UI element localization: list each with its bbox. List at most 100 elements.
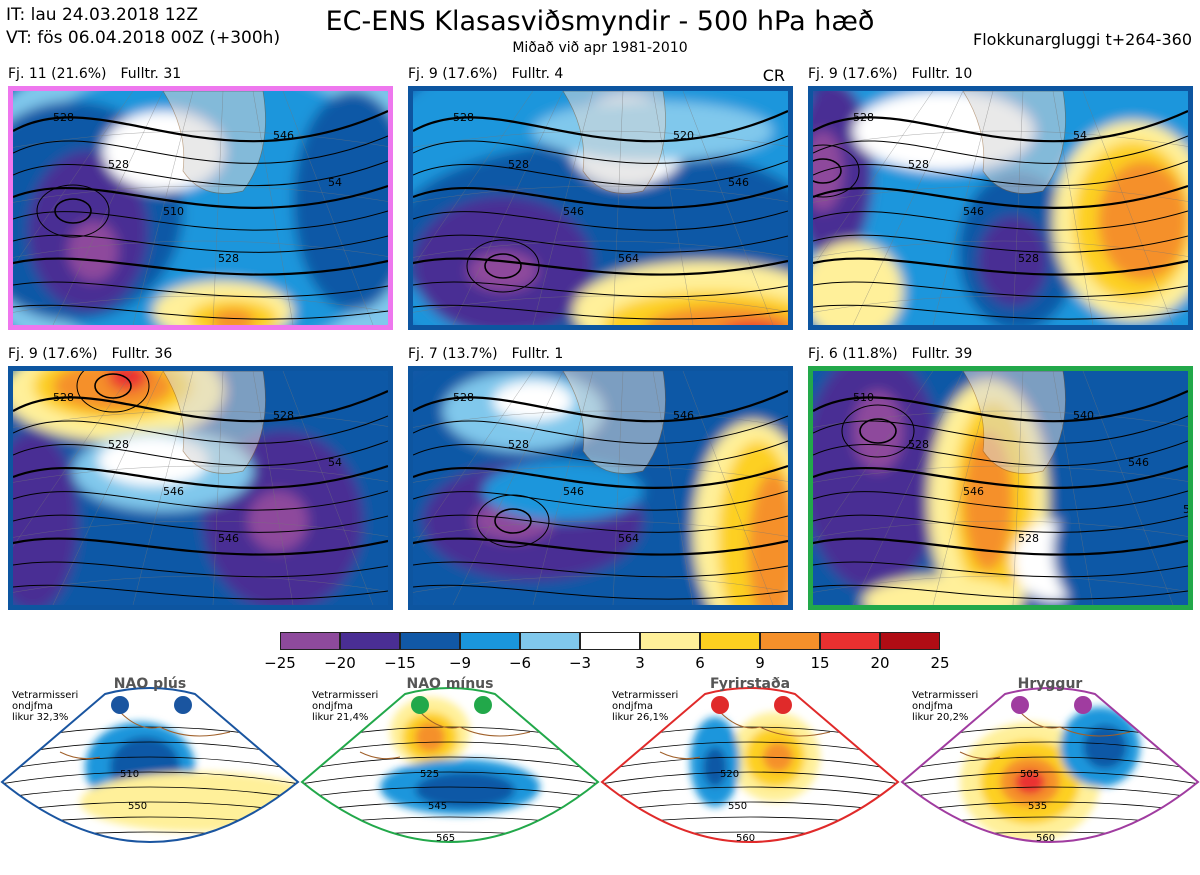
cluster-representative: Fulltr. 31 <box>120 66 182 82</box>
color-bar-label: −15 <box>384 654 416 672</box>
contour-label: 528 <box>273 409 294 422</box>
regime-note-line: Vetrarmisseri <box>612 690 679 701</box>
regime-marker-dot <box>474 696 492 714</box>
contour-label: 546 <box>563 205 584 218</box>
color-bar-cell <box>640 632 700 650</box>
regime-note: Vetrarmisseri ondjfma likur 26,1% <box>612 690 678 723</box>
contour-label: 528 <box>108 158 129 171</box>
panel-map: 528 528 546 564 546 <box>408 366 793 610</box>
color-bar-label: 25 <box>930 654 950 672</box>
regime-note: Vetrarmisseri ondjfma likur 21,4% <box>312 690 378 723</box>
panel-title: Fj. 9 (17.6%) Fulltr. 36 <box>8 346 186 362</box>
regime-note-line: likur 21,4% <box>312 712 369 723</box>
contour-label: 546 <box>218 532 239 545</box>
regime-contour-label: 560 <box>1036 833 1055 844</box>
cluster-panel: Fj. 9 (17.6%) Fulltr. 10 528 528 546 528 54 <box>808 66 1193 348</box>
regime-contour-label: 510 <box>120 769 139 780</box>
regime-panel: 505 535 560 Hryggur Vetrarmisseri ondjfma liku… <box>900 672 1200 871</box>
regime-map-svg: 510 550 <box>0 687 300 843</box>
anomaly-map-svg: 528 528 546 564 546 <box>413 371 788 605</box>
cluster-count: Fj. 6 (11.8%) <box>808 346 898 362</box>
contour-label: 564 <box>618 532 639 545</box>
contour-label: 546 <box>963 485 984 498</box>
contour-label: 546 <box>728 176 749 189</box>
color-bar-cell <box>400 632 460 650</box>
regime-marker-dot <box>111 696 129 714</box>
color-bar-cell <box>580 632 640 650</box>
page-title: EC-ENS Klasasviðsmyndir - 500 hPa hæð <box>325 6 875 37</box>
color-bar-cell <box>700 632 760 650</box>
contour-label: 528 <box>53 391 74 404</box>
contour-label: 546 <box>1128 456 1149 469</box>
header-times: IT: lau 24.03.2018 12Z VT: fös 06.04.201… <box>6 4 280 50</box>
panel-title: Fj. 6 (11.8%) Fulltr. 39 <box>808 346 986 362</box>
color-bar-label: 6 <box>695 654 705 672</box>
color-bar-label: −20 <box>324 654 356 672</box>
regime-name: Fyrirstaða <box>709 676 791 692</box>
color-bar-cell <box>340 632 400 650</box>
regime-contour-label: 565 <box>436 833 455 844</box>
color-bar-label: 15 <box>810 654 830 672</box>
color-bar-cell <box>760 632 820 650</box>
initial-time: IT: lau 24.03.2018 12Z <box>6 5 198 25</box>
regime-note-line: Vetrarmisseri <box>312 690 379 701</box>
cluster-count: Fj. 9 (17.6%) <box>8 346 98 362</box>
contour-label: 528 <box>1018 252 1039 265</box>
panel-map: 528 528 546 564 520 546 <box>408 86 793 330</box>
cluster-count: Fj. 11 (21.6%) <box>8 66 107 82</box>
cluster-count: Fj. 9 (17.6%) <box>408 66 498 82</box>
anomaly-map-svg: 528 528 546 528 54 <box>813 91 1188 325</box>
anomaly-map-svg: 528 528 546 564 520 546 <box>413 91 788 325</box>
contour-label: 54 <box>328 176 342 189</box>
contour-label: 528 <box>508 158 529 171</box>
page-subtitle: Miðað við apr 1981-2010 <box>512 40 688 56</box>
regime-contour-label: 520 <box>720 769 739 780</box>
regime-note-line: ondjfma <box>12 701 53 712</box>
valid-time: VT: fös 06.04.2018 00Z (+300h) <box>6 28 281 48</box>
color-bar-label: −6 <box>508 654 532 672</box>
panel-map: 528 528 510 528 546 54 <box>8 86 393 330</box>
cluster-representative: Fulltr. 10 <box>911 66 973 82</box>
cluster-panel: Fj. 9 (17.6%) Fulltr. 36 528 528 546 546 528 54 <box>8 346 393 628</box>
color-bar-label: 9 <box>755 654 765 672</box>
regime-name: NAO plús <box>113 676 187 692</box>
regime-marker-dot <box>174 696 192 714</box>
regime-contour-label: 545 <box>428 801 447 812</box>
regime-marker-dot <box>1074 696 1092 714</box>
regime-note-line: Vetrarmisseri <box>912 690 979 701</box>
cluster-panel: Fj. 11 (21.6%) Fulltr. 31 528 528 510 528 546 5… <box>8 66 393 348</box>
regime-panel: 520 550 560 Fyrirstaða Vetrarmisseri ondjfma l… <box>600 672 900 871</box>
cluster-representative: Fulltr. 1 <box>511 346 564 362</box>
color-bar-cell <box>880 632 940 650</box>
regime-map-svg: 525 545 565 <box>300 687 600 844</box>
control-run-label: CR <box>762 66 785 85</box>
contour-label: 520 <box>673 129 694 142</box>
color-bar-cell <box>820 632 880 650</box>
contour-label: 528 <box>908 438 929 451</box>
color-bar-label: 20 <box>870 654 890 672</box>
contour-label: 546 <box>673 409 694 422</box>
color-bar-cell <box>520 632 580 650</box>
regime-map-svg: 520 550 560 <box>600 687 900 844</box>
regime-note-line: likur 26,1% <box>612 712 669 723</box>
contour-label: 528 <box>53 111 74 124</box>
cluster-representative: Fulltr. 4 <box>511 66 564 82</box>
panel-title: Fj. 7 (13.7%) Fulltr. 1 <box>408 346 577 362</box>
regime-note-line: ondjfma <box>312 701 353 712</box>
contour-label: 510 <box>163 205 184 218</box>
regime-note-line: ondjfma <box>912 701 953 712</box>
contour-label: 528 <box>453 111 474 124</box>
contour-label: 510 <box>853 391 874 404</box>
regime-panel: 525 545 565 NAO mínus Vetrarmisseri ondjfma li… <box>300 672 600 871</box>
anomaly-map-svg: 528 528 510 528 546 54 <box>13 91 388 325</box>
contour-label: 546 <box>163 485 184 498</box>
regime-map-svg: 505 535 560 <box>900 687 1200 844</box>
panel-title: Fj. 11 (21.6%) Fulltr. 31 <box>8 66 195 82</box>
anomaly-map-svg: 510 528 546 528 540 546 546 <box>813 371 1188 605</box>
contour-label: 546 <box>273 129 294 142</box>
regime-marker-dot <box>711 696 729 714</box>
regime-note-line: likur 20,2% <box>912 712 969 723</box>
classification-window: Flokkunargluggi t+264-360 <box>973 30 1192 49</box>
regime-name: NAO mínus <box>406 676 494 692</box>
color-bar-cell <box>460 632 520 650</box>
